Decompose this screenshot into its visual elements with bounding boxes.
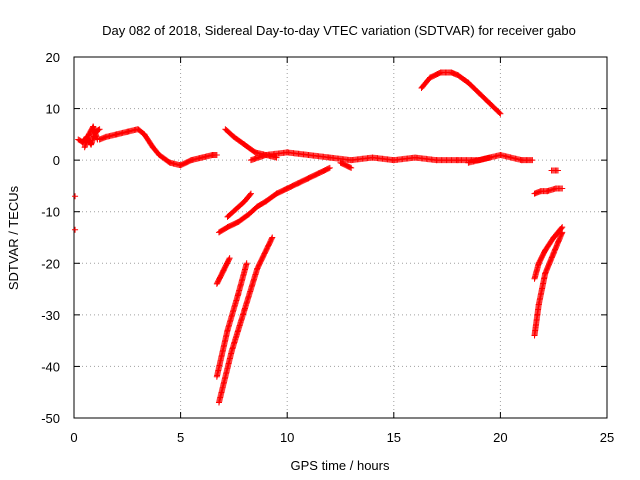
grid: [74, 57, 607, 418]
data-point: [325, 165, 332, 172]
data-point: [72, 193, 79, 200]
data-point: [96, 126, 103, 133]
y-tick-label: -10: [41, 205, 60, 220]
data-points: [72, 69, 566, 406]
data-point: [268, 235, 275, 242]
x-axis-label: GPS time / hours: [291, 458, 390, 473]
x-tick-label: 10: [280, 430, 294, 445]
y-axis-label: SDTVAR / TECUs: [6, 185, 21, 290]
plot-area-border: [73, 56, 608, 419]
x-tick-label: 20: [493, 430, 507, 445]
y-tick-label: 0: [53, 153, 60, 168]
x-tick-label: 0: [70, 430, 77, 445]
data-point: [559, 185, 566, 192]
y-tick-label: -50: [41, 411, 60, 426]
data-point: [226, 255, 233, 262]
data-point: [247, 191, 254, 198]
y-tick-label: -30: [41, 308, 60, 323]
data-point: [554, 167, 561, 174]
y-tick-label: -20: [41, 256, 60, 271]
x-tick-label: 25: [600, 430, 614, 445]
data-point: [558, 225, 565, 232]
data-point: [559, 224, 566, 231]
data-point: [273, 154, 280, 161]
data-point: [347, 164, 354, 171]
data-point: [559, 229, 566, 236]
data-point: [72, 226, 79, 233]
data-point: [486, 154, 493, 161]
data-point: [226, 256, 233, 263]
data-point: [243, 260, 250, 267]
data-point: [496, 109, 503, 116]
data-point: [326, 164, 333, 171]
data-point: [529, 157, 536, 164]
x-tick-label: 5: [177, 430, 184, 445]
data-point: [348, 164, 355, 171]
data-point: [247, 190, 254, 197]
y-tick-label: -40: [41, 359, 60, 374]
y-tick-label: 10: [46, 102, 60, 117]
axis-ticks: 0 5 10 15 20 25 -50 -40 -30 -20 -10 0 10 20: [41, 50, 614, 445]
chart-title: Day 082 of 2018, Sidereal Day-to-day VTE…: [102, 23, 576, 38]
data-point: [497, 110, 504, 117]
y-tick-label: 20: [46, 50, 60, 65]
data-point: [269, 234, 276, 241]
data-point: [213, 151, 220, 158]
x-tick-label: 15: [387, 430, 401, 445]
